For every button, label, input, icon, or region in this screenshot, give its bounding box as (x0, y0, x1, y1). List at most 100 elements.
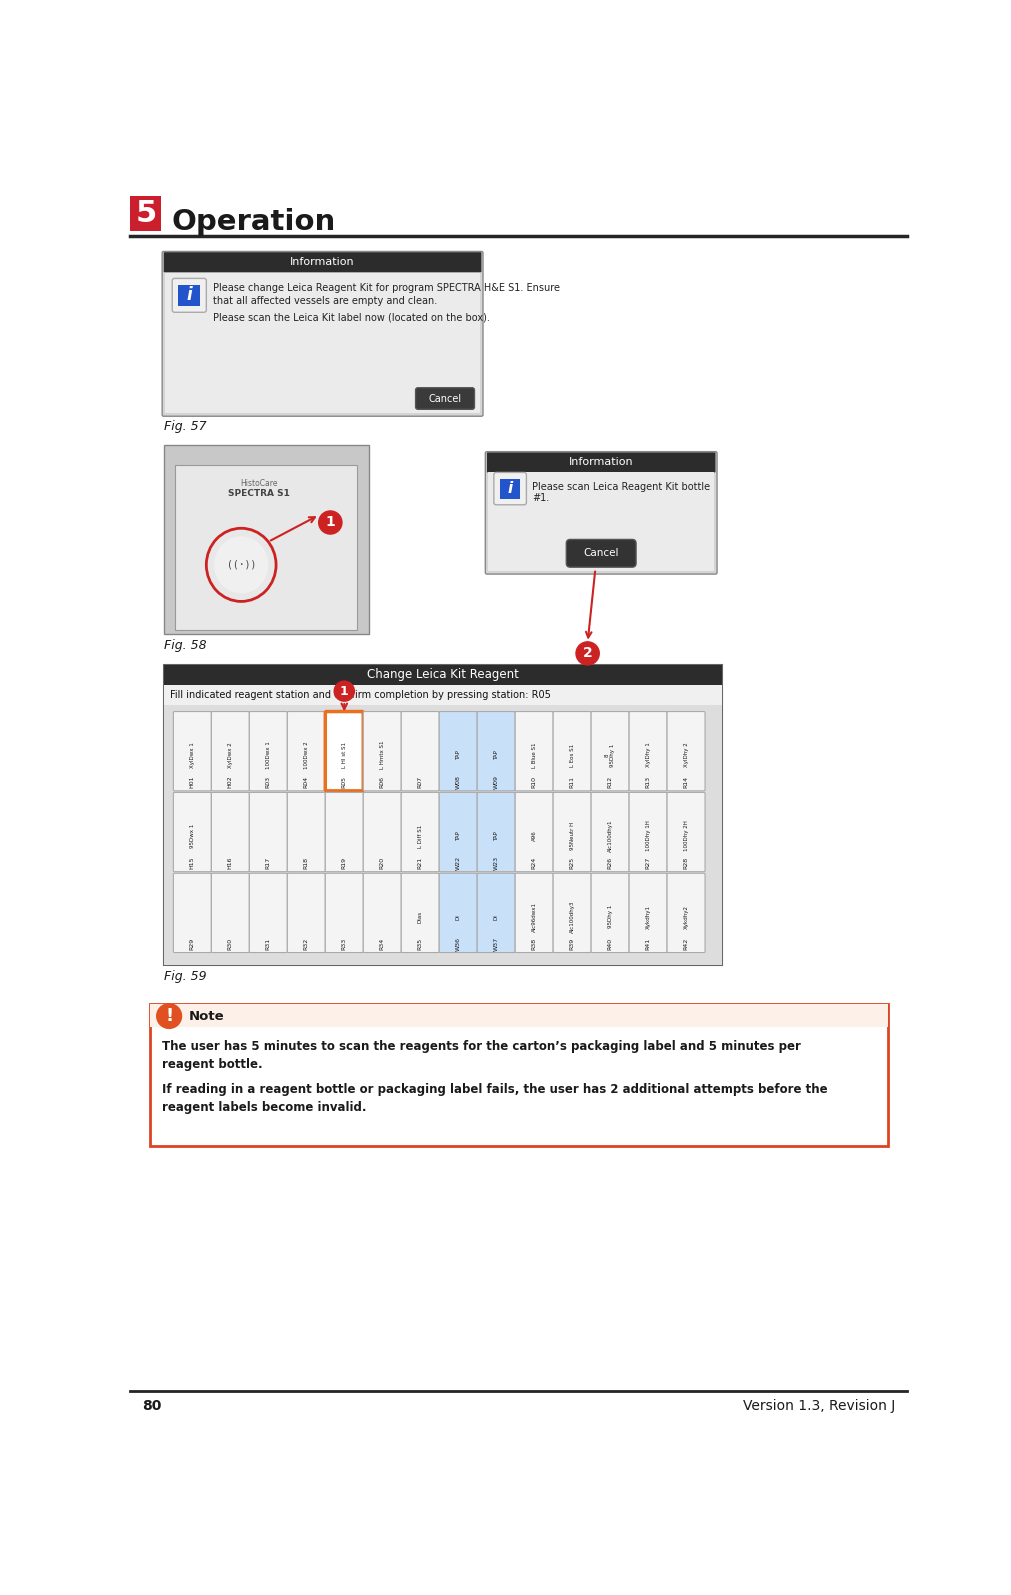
Text: Xykdhy2: Xykdhy2 (682, 904, 687, 928)
Text: Information: Information (290, 257, 355, 268)
FancyBboxPatch shape (590, 711, 629, 791)
FancyBboxPatch shape (439, 711, 477, 791)
Text: Information: Information (568, 458, 633, 467)
Text: R26: R26 (607, 857, 612, 869)
Ellipse shape (214, 536, 268, 593)
FancyBboxPatch shape (287, 872, 325, 952)
FancyBboxPatch shape (211, 711, 249, 791)
FancyBboxPatch shape (325, 872, 363, 952)
Text: L Hmtx S1: L Hmtx S1 (379, 740, 384, 769)
Text: 5: 5 (135, 199, 157, 228)
Text: R41: R41 (645, 938, 650, 949)
FancyBboxPatch shape (162, 252, 482, 416)
Text: If reading in a reagent bottle or packaging label fails, the user has 2 addition: If reading in a reagent bottle or packag… (162, 1083, 827, 1096)
FancyBboxPatch shape (477, 793, 515, 872)
FancyBboxPatch shape (486, 453, 715, 472)
Text: 100Dhy 1H: 100Dhy 1H (645, 820, 650, 852)
Text: R06: R06 (379, 777, 384, 788)
Text: 95Dhy 1: 95Dhy 1 (607, 904, 612, 928)
Text: R31: R31 (266, 938, 271, 949)
FancyBboxPatch shape (629, 793, 666, 872)
Text: R05: R05 (342, 777, 347, 788)
FancyBboxPatch shape (150, 1003, 887, 1027)
FancyBboxPatch shape (173, 711, 211, 791)
FancyBboxPatch shape (515, 872, 553, 952)
Text: reagent labels become invalid.: reagent labels become invalid. (162, 1101, 366, 1115)
FancyBboxPatch shape (400, 793, 439, 872)
FancyBboxPatch shape (164, 705, 721, 965)
Text: W22: W22 (455, 857, 460, 869)
Text: XylDwx 1: XylDwx 1 (190, 742, 195, 767)
FancyBboxPatch shape (488, 472, 713, 571)
FancyBboxPatch shape (553, 711, 590, 791)
FancyBboxPatch shape (477, 872, 515, 952)
FancyBboxPatch shape (211, 793, 249, 872)
Text: L HI st S1: L HI st S1 (342, 742, 347, 769)
Text: reagent bottle.: reagent bottle. (162, 1057, 263, 1072)
Text: XylDwx 2: XylDwx 2 (227, 742, 233, 767)
FancyBboxPatch shape (493, 472, 526, 504)
Text: #1.: #1. (532, 493, 549, 502)
Text: DI: DI (455, 914, 460, 920)
FancyBboxPatch shape (439, 793, 477, 872)
Text: R40: R40 (607, 938, 612, 949)
Text: i: i (507, 482, 513, 496)
Text: DI: DI (493, 914, 498, 920)
Text: Fill indicated reagent station and confirm completion by pressing station: R05: Fill indicated reagent station and confi… (170, 691, 550, 700)
Text: R39: R39 (569, 938, 574, 949)
FancyBboxPatch shape (363, 711, 400, 791)
Text: R27: R27 (645, 857, 650, 869)
FancyBboxPatch shape (211, 872, 249, 952)
FancyBboxPatch shape (566, 539, 636, 568)
FancyBboxPatch shape (515, 793, 553, 872)
FancyBboxPatch shape (590, 793, 629, 872)
FancyBboxPatch shape (164, 445, 369, 635)
Text: W09: W09 (493, 775, 498, 790)
Text: R11: R11 (569, 777, 574, 788)
Text: Operation: Operation (171, 209, 336, 236)
Text: Dias: Dias (418, 911, 423, 924)
Text: TAP: TAP (493, 750, 498, 759)
Text: H01: H01 (190, 775, 195, 788)
FancyBboxPatch shape (629, 711, 666, 791)
Text: 95Neutr H: 95Neutr H (569, 821, 574, 850)
Text: Change Leica Kit Reagent: Change Leica Kit Reagent (366, 668, 518, 681)
Text: Cancel: Cancel (428, 394, 461, 404)
Text: R04: R04 (303, 775, 308, 788)
Text: The user has 5 minutes to scan the reagents for the carton’s packaging label and: The user has 5 minutes to scan the reage… (162, 1040, 801, 1053)
Text: that all affected vessels are empty and clean.: that all affected vessels are empty and … (213, 295, 437, 306)
Text: R29: R29 (190, 938, 195, 949)
Text: 2: 2 (582, 646, 591, 660)
Text: R03: R03 (266, 775, 271, 788)
Text: R10: R10 (531, 777, 536, 788)
Text: H02: H02 (227, 775, 233, 788)
Text: L Eos S1: L Eos S1 (569, 743, 574, 767)
Text: R12: R12 (607, 775, 612, 788)
Text: Alc100dhy3: Alc100dhy3 (569, 901, 574, 933)
Text: !: ! (165, 1006, 173, 1026)
Text: R18: R18 (303, 857, 308, 869)
Text: R24: R24 (531, 857, 536, 869)
Text: Alc100dhy1: Alc100dhy1 (607, 820, 612, 852)
Text: SPECTRA S1: SPECTRA S1 (227, 488, 289, 498)
FancyBboxPatch shape (325, 711, 363, 791)
Text: Please scan the Leica Kit label now (located on the box).: Please scan the Leica Kit label now (loc… (213, 313, 489, 322)
Text: 100Dwx 1: 100Dwx 1 (266, 742, 271, 769)
FancyBboxPatch shape (590, 872, 629, 952)
FancyBboxPatch shape (178, 284, 200, 306)
FancyBboxPatch shape (416, 388, 474, 410)
Text: R35: R35 (418, 938, 423, 949)
FancyBboxPatch shape (325, 793, 363, 872)
Text: i: i (186, 287, 192, 305)
Text: Please change Leica Reagent Kit for program SPECTRA H&E S1. Ensure: Please change Leica Reagent Kit for prog… (213, 284, 560, 293)
FancyBboxPatch shape (629, 872, 666, 952)
FancyBboxPatch shape (165, 273, 479, 413)
Circle shape (318, 510, 342, 534)
Text: R30: R30 (227, 938, 233, 949)
FancyBboxPatch shape (164, 684, 721, 705)
Text: L Blue S1: L Blue S1 (531, 742, 536, 767)
Text: XylDhy 2: XylDhy 2 (682, 743, 687, 767)
Text: Version 1.3, Revision J: Version 1.3, Revision J (742, 1399, 895, 1413)
FancyBboxPatch shape (173, 872, 211, 952)
Text: R17: R17 (266, 857, 271, 869)
